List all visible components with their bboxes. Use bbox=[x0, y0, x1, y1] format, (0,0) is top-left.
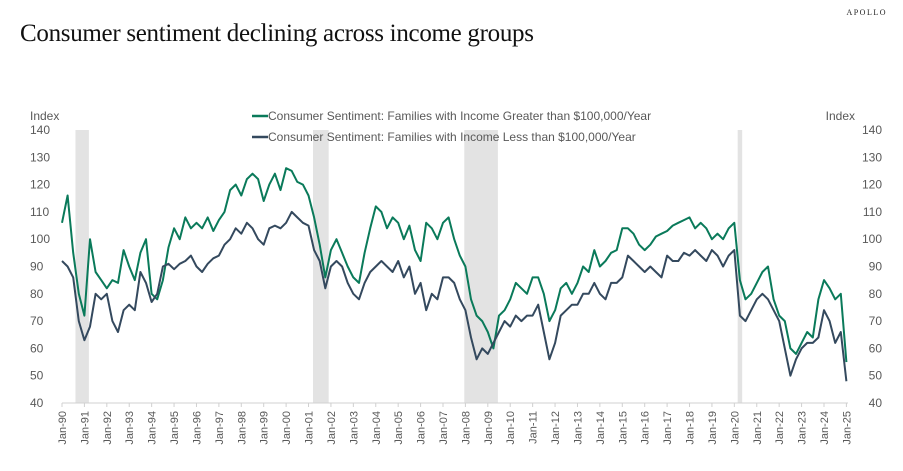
x-tick-label: Jan-00 bbox=[281, 411, 293, 445]
x-tick-label: Jan-12 bbox=[550, 411, 562, 445]
x-tick-label: Jan-14 bbox=[595, 411, 607, 445]
legend-label-low-income: Consumer Sentiment: Families with Income… bbox=[268, 130, 636, 144]
y-tick-left: 60 bbox=[30, 341, 44, 355]
y-tick-right: 110 bbox=[863, 205, 882, 219]
y-axis-label-left: Index bbox=[30, 109, 59, 123]
x-tick-label: Jan-23 bbox=[797, 411, 809, 445]
y-tick-left: 110 bbox=[30, 205, 49, 219]
series-line-high-income bbox=[61, 167, 848, 363]
x-tick-label: Jan-13 bbox=[572, 411, 584, 445]
y-tick-left: 120 bbox=[30, 178, 50, 192]
x-tick-label: Jan-94 bbox=[147, 411, 159, 445]
x-tick-label: Jan-16 bbox=[640, 411, 652, 445]
series-lines bbox=[61, 167, 848, 382]
x-tick-label: Jan-93 bbox=[124, 411, 136, 445]
x-tick-label: Jan-25 bbox=[841, 411, 853, 445]
y-tick-left: 90 bbox=[30, 260, 44, 274]
x-tick-label: Jan-97 bbox=[214, 411, 226, 445]
series-line-low-income bbox=[61, 210, 848, 382]
recession-band bbox=[75, 130, 89, 403]
x-tick-label: Jan-95 bbox=[169, 411, 181, 445]
y-tick-left: 40 bbox=[30, 396, 44, 410]
y-axis-label-right: Index bbox=[826, 109, 855, 123]
y-tick-right: 130 bbox=[862, 150, 882, 164]
x-tick-label: Jan-11 bbox=[528, 411, 540, 444]
recession-band bbox=[737, 130, 743, 403]
x-ticks: Jan-90 Jan-91 Jan-92 Jan-93 Jan-94 Jan-95 Jan-… bbox=[57, 403, 853, 445]
y-tick-right: 120 bbox=[862, 178, 882, 192]
y-tick-left: 70 bbox=[30, 314, 44, 328]
recession-band bbox=[464, 130, 498, 403]
x-tick-label: Jan-92 bbox=[102, 411, 114, 445]
y-tick-right: 70 bbox=[869, 314, 883, 328]
y-ticks: 40 40 50 50 60 60 70 70 80 80 90 90 100 100 110 110 120 1… bbox=[30, 123, 882, 410]
x-tick-label: Jan-09 bbox=[483, 411, 495, 445]
x-tick-label: Jan-17 bbox=[662, 411, 674, 445]
legend: Consumer Sentiment: Families with Income… bbox=[252, 109, 651, 144]
y-tick-right: 140 bbox=[862, 123, 882, 137]
y-tick-left: 130 bbox=[30, 150, 50, 164]
x-tick-label: Jan-07 bbox=[438, 411, 450, 445]
y-tick-left: 140 bbox=[30, 123, 50, 137]
chart-title: Consumer sentiment declining across inco… bbox=[20, 20, 534, 47]
y-tick-right: 80 bbox=[869, 287, 883, 301]
x-tick-label: Jan-18 bbox=[685, 411, 697, 445]
y-tick-left: 50 bbox=[30, 369, 44, 383]
x-tick-label: Jan-20 bbox=[729, 411, 741, 445]
x-tick-label: Jan-02 bbox=[326, 411, 338, 445]
y-tick-right: 60 bbox=[869, 341, 883, 355]
x-tick-label: Jan-08 bbox=[460, 411, 472, 445]
x-tick-label: Jan-21 bbox=[752, 411, 764, 445]
x-tick-label: Jan-15 bbox=[617, 411, 629, 445]
y-tick-left: 100 bbox=[30, 232, 50, 246]
x-tick-label: Jan-06 bbox=[416, 411, 428, 445]
y-tick-right: 90 bbox=[869, 260, 883, 274]
legend-label-high-income: Consumer Sentiment: Families with Income… bbox=[268, 109, 651, 123]
x-tick-label: Jan-24 bbox=[819, 411, 831, 445]
y-tick-right: 40 bbox=[869, 396, 883, 410]
y-tick-right: 50 bbox=[869, 369, 883, 383]
x-tick-label: Jan-04 bbox=[371, 411, 383, 445]
x-tick-label: Jan-96 bbox=[191, 411, 203, 445]
x-tick-label: Jan-05 bbox=[393, 411, 405, 445]
x-tick-label: Jan-90 bbox=[57, 411, 69, 445]
x-tick-label: Jan-98 bbox=[236, 411, 248, 445]
x-tick-label: Jan-19 bbox=[707, 411, 719, 445]
y-tick-left: 80 bbox=[30, 287, 44, 301]
x-tick-label: Jan-99 bbox=[259, 411, 271, 445]
x-tick-label: Jan-01 bbox=[304, 411, 316, 445]
x-tick-label: Jan-22 bbox=[774, 411, 786, 445]
x-tick-label: Jan-91 bbox=[79, 411, 91, 445]
y-tick-right: 100 bbox=[862, 232, 882, 246]
x-tick-label: Jan-10 bbox=[505, 411, 517, 445]
brand-logo: APOLLO bbox=[846, 8, 887, 17]
x-tick-label: Jan-03 bbox=[348, 411, 360, 445]
